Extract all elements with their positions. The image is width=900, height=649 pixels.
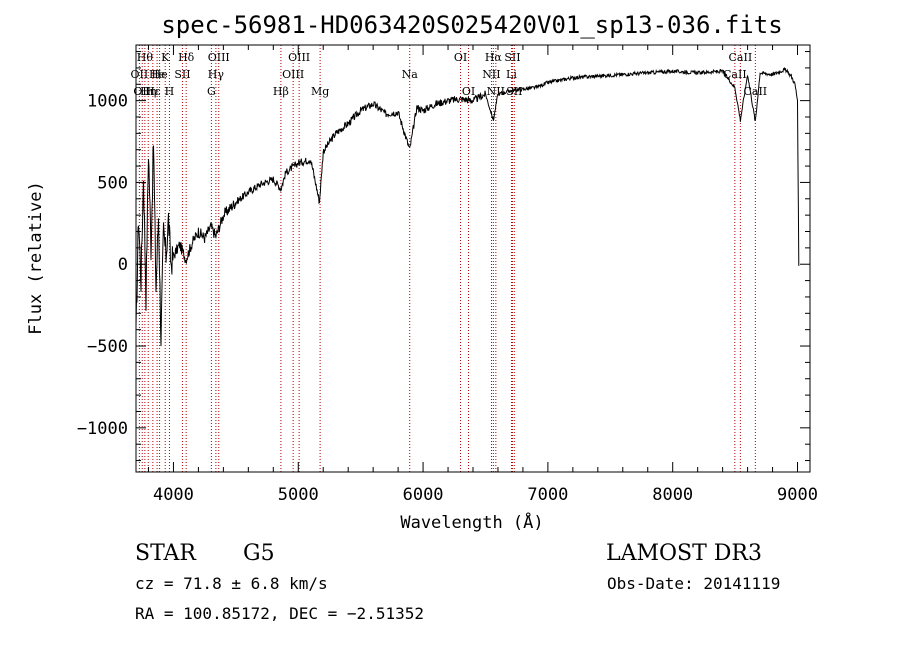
marker-label: NII	[482, 68, 500, 81]
line-marker-labels: OIIOIIHθHηHεHeHeKHSIIHδGHγOIIIHβOIIIOIII…	[131, 51, 768, 98]
marker-label: He	[149, 68, 165, 81]
marker-label: CaII	[729, 51, 753, 64]
y-tick-label: −500	[87, 337, 128, 357]
marker-label: He	[152, 68, 168, 81]
marker-label: K	[161, 51, 170, 64]
marker-label: Hβ	[273, 85, 289, 98]
marker-label: OIII	[208, 51, 230, 64]
marker-label: H	[165, 85, 175, 98]
x-tick-label: 9000	[777, 485, 818, 505]
marker-label: OIII	[288, 51, 310, 64]
marker-label: Mg	[311, 85, 329, 98]
marker-label: G	[207, 85, 216, 98]
plot-frame	[135, 44, 811, 473]
marker-label: OII	[131, 68, 149, 81]
marker-label: Hγ	[208, 68, 225, 81]
chart-title: spec-56981-HD063420S025420V01_sp13-036.f…	[161, 11, 782, 39]
x-tick-label: 4000	[153, 485, 194, 505]
x-tick-label: 7000	[527, 485, 568, 505]
x-tick-label: 8000	[652, 485, 693, 505]
y-tick-label: 500	[97, 173, 128, 193]
object-class: STAR	[135, 541, 197, 566]
marker-label: Hδ	[178, 51, 195, 64]
y-axis-ticks: 1000 500 0 −500 −1000	[77, 51, 810, 462]
x-tick-label: 5000	[278, 485, 319, 505]
obs-date: Obs-Date: 20141119	[607, 574, 780, 593]
line-marker-layer	[138, 45, 756, 472]
marker-label: Hε	[145, 85, 161, 98]
marker-label: Na	[402, 68, 419, 81]
marker-label: CaII	[743, 85, 767, 98]
marker-label: SII	[504, 51, 520, 64]
marker-label: Hθ	[137, 51, 154, 64]
y-tick-label: 1000	[87, 92, 128, 112]
spectral-subclass: G5	[243, 541, 275, 566]
y-axis-label: Flux (relative)	[26, 181, 46, 335]
redshift-value: cz = 71.8 ± 6.8 km/s	[135, 574, 328, 593]
survey-name: LAMOST DR3	[606, 541, 762, 566]
marker-label: OI	[454, 51, 467, 64]
marker-label: Hα	[485, 51, 503, 64]
spectrum-line	[135, 66, 800, 347]
marker-label: OII	[133, 85, 151, 98]
x-axis-ticks: 4000 5000 6000 7000 8000 9000	[147, 45, 818, 505]
marker-label: Hη	[140, 85, 156, 98]
y-tick-label: −1000	[77, 419, 128, 439]
marker-label: OI	[462, 85, 475, 98]
marker-label: Li	[506, 68, 517, 81]
sky-coordinates: RA = 100.85172, DEC = −2.51352	[135, 604, 424, 623]
marker-label: SII	[174, 68, 190, 81]
marker-label: OIII	[282, 68, 304, 81]
marker-label: NII	[487, 85, 505, 98]
x-tick-label: 6000	[403, 485, 444, 505]
x-axis-label: Wavelength (Å)	[400, 511, 543, 533]
y-tick-label: 0	[118, 255, 128, 275]
